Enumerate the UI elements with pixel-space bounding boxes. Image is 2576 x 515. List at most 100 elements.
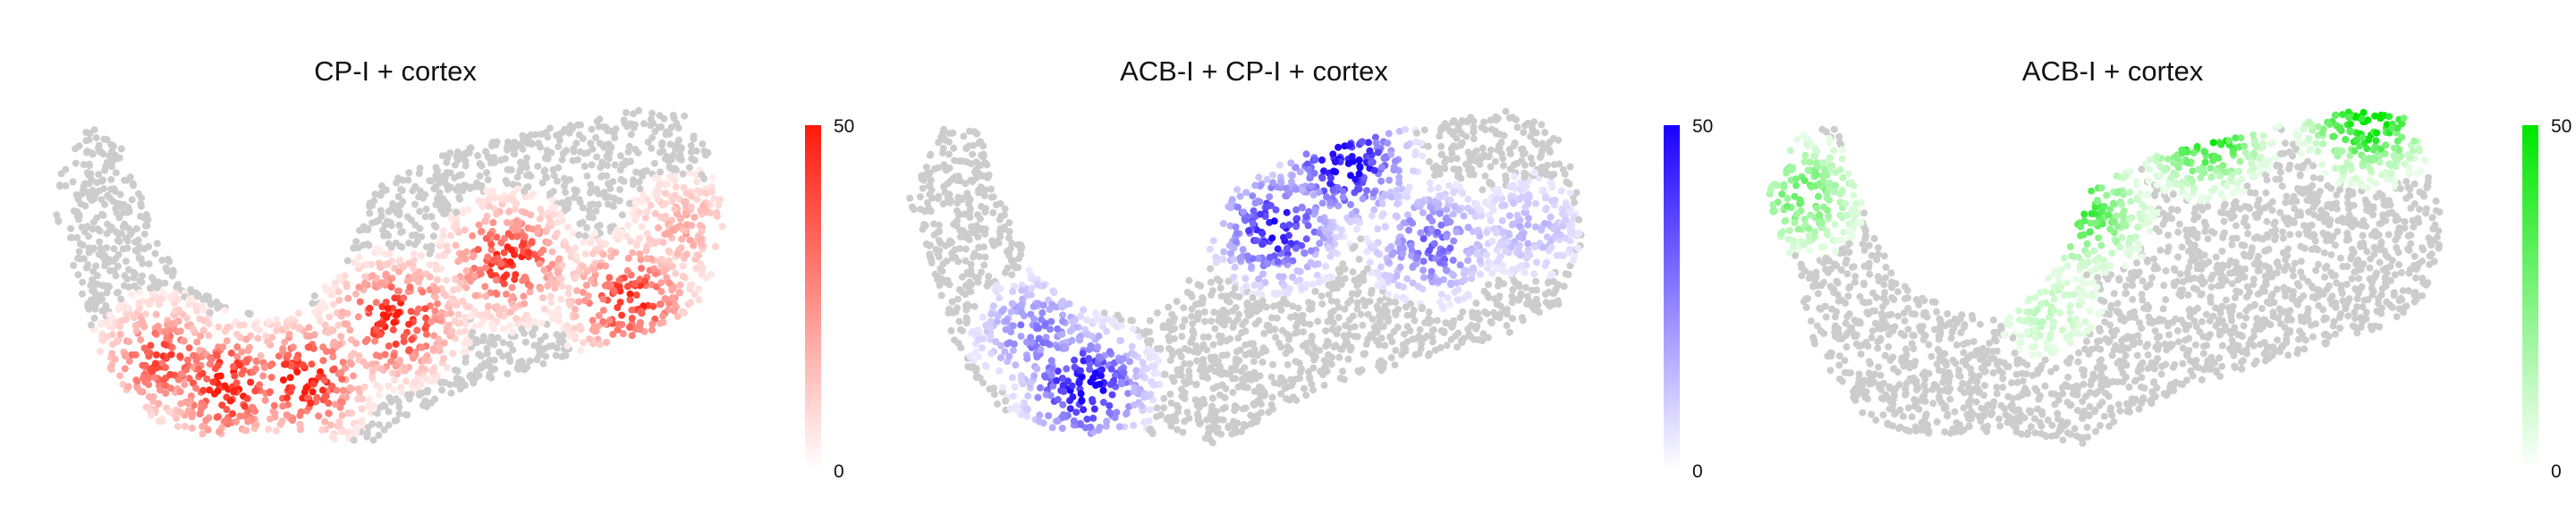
scatter-point <box>1054 396 1062 403</box>
scatter-point <box>632 291 640 299</box>
scatter-point <box>281 338 289 346</box>
scatter-point <box>131 350 140 359</box>
scatter-point <box>678 235 686 243</box>
scatter-point <box>149 393 157 401</box>
scatter-point <box>461 226 469 234</box>
scatter-point <box>137 202 145 210</box>
scatter-point <box>372 325 380 333</box>
scatter-point <box>1476 232 1484 240</box>
scatter-point <box>1344 299 1352 307</box>
scatter-point <box>282 360 290 368</box>
scatter-point <box>618 321 626 328</box>
scatter-point <box>974 336 982 344</box>
scatter-point <box>602 123 610 131</box>
scatter-point <box>966 214 974 221</box>
scatter-point <box>1528 286 1536 294</box>
scatter-point <box>1217 333 1225 341</box>
scatter-point <box>477 270 485 278</box>
scatter-point <box>1128 342 1136 350</box>
scatter-point <box>151 249 159 258</box>
scatter-point <box>116 372 124 380</box>
scatter-point <box>1115 357 1123 365</box>
scatter-point <box>183 356 191 364</box>
scatter-point <box>1387 150 1395 158</box>
scatter-point <box>519 241 527 249</box>
scatter-point <box>1457 140 1465 148</box>
scatter-point <box>478 162 486 170</box>
scatter-point <box>150 374 158 382</box>
scatter-point <box>146 284 154 292</box>
scatter-point <box>200 317 208 325</box>
scatter-point <box>560 174 568 182</box>
scatter-point <box>671 191 679 199</box>
scatter-point <box>1284 342 1292 350</box>
scatter-point <box>286 374 294 382</box>
scatter-point <box>1506 165 1514 173</box>
scatter-point <box>1242 283 1250 290</box>
scatter-point <box>1388 250 1396 258</box>
scatter-point <box>504 351 513 359</box>
scatter-point <box>377 279 386 287</box>
scatter-point <box>1277 306 1285 314</box>
scatter-point <box>493 302 501 310</box>
scatter-point <box>674 249 682 258</box>
scatter-point <box>443 242 451 250</box>
scatter-point <box>957 232 964 241</box>
scatter-point <box>487 363 495 371</box>
scatter-point <box>1270 217 1278 225</box>
scatter-point <box>667 165 675 173</box>
scatter-point <box>1010 340 1018 348</box>
scatter-point <box>508 283 516 291</box>
scatter-point <box>151 329 159 337</box>
scatter-point <box>1285 189 1293 197</box>
scatter-point <box>1001 269 1009 276</box>
scatter-point <box>293 354 301 362</box>
scatter-point <box>564 322 571 330</box>
scatter-point <box>1453 296 1462 304</box>
scatter-point <box>203 375 211 383</box>
scatter-point <box>648 144 656 152</box>
scatter-point <box>1041 373 1049 381</box>
scatter-point <box>233 379 241 387</box>
scatter-point <box>1461 276 1469 283</box>
scatter-point <box>1425 157 1433 165</box>
scatter-point <box>103 230 111 238</box>
scatter-point <box>713 208 721 216</box>
scatter-point <box>1048 365 1056 373</box>
scatter-point <box>446 232 454 240</box>
scatter-point <box>105 322 113 330</box>
scatter-point <box>482 148 490 156</box>
scatter-point <box>1272 333 1280 342</box>
scatter-point <box>364 423 372 431</box>
scatter-point <box>1515 283 1523 291</box>
scatter-point <box>103 333 111 341</box>
scatter-point <box>1094 342 1101 350</box>
scatter-point <box>1480 118 1488 126</box>
scatter-point <box>116 330 124 338</box>
scatter-point <box>1192 381 1200 389</box>
scatter-point <box>1366 147 1374 155</box>
scatter-point <box>632 168 640 176</box>
scatter-point <box>1229 375 1237 383</box>
scatter-point <box>100 185 108 193</box>
scatter-point <box>1409 219 1417 227</box>
scatter-point <box>355 283 363 291</box>
scatter-point <box>92 134 100 142</box>
scatter-point <box>1008 271 1016 279</box>
scatter-point <box>174 281 182 289</box>
scatter-point <box>436 342 444 350</box>
scatter-point <box>270 401 278 409</box>
scatter-point <box>489 219 497 226</box>
scatter-point <box>548 342 556 350</box>
scatter-point <box>1464 224 1472 232</box>
scatter-point <box>85 191 93 199</box>
scatter-point <box>1022 404 1030 412</box>
scatter-point <box>614 304 622 311</box>
scatter-point <box>1501 267 1509 275</box>
scatter-point <box>1510 199 1518 207</box>
scatter-point <box>113 228 121 236</box>
scatter-point <box>1387 242 1395 250</box>
scatter-point <box>490 194 498 202</box>
scatter-point <box>944 198 952 206</box>
scatter-point <box>1365 139 1372 147</box>
